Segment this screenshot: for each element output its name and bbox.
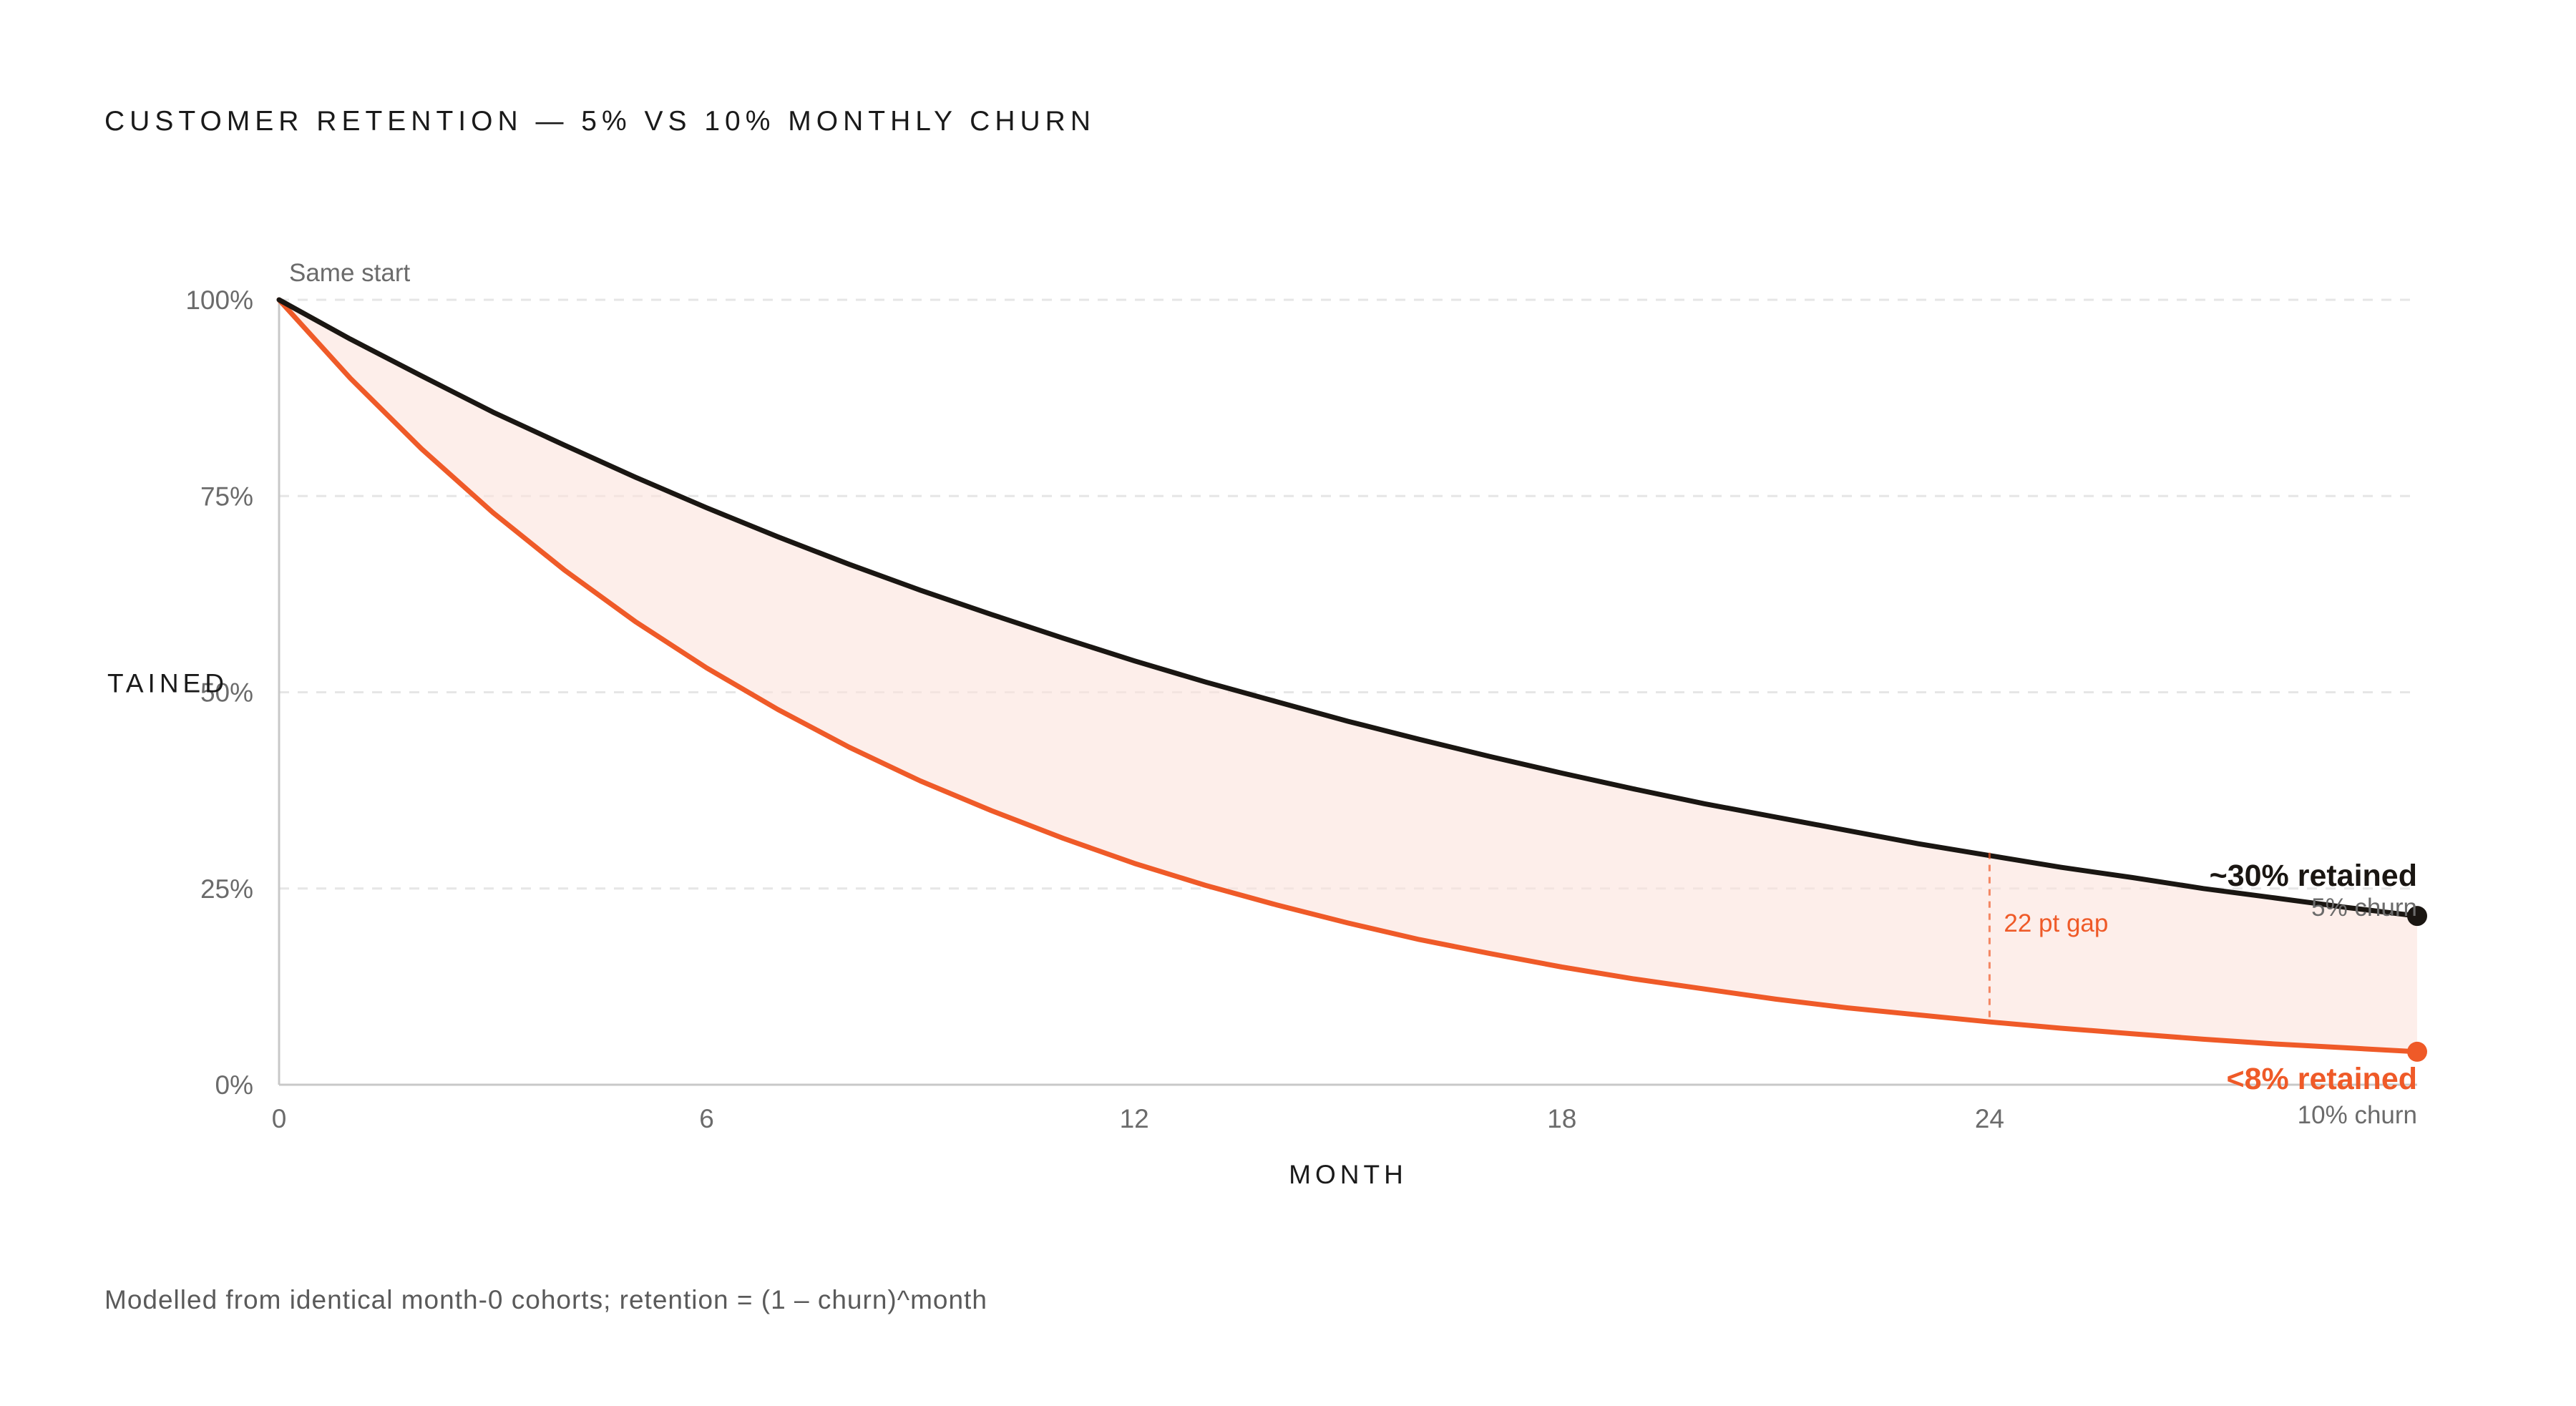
end-label-10pct-churn: <8% retained [2227,1062,2417,1096]
end-marker-5pct-churn [2407,906,2427,927]
x-tick-label: 12 [1120,1104,1149,1133]
gap-fill-area [279,300,2417,1052]
x-tick-label: 24 [1975,1104,2004,1133]
chart-title: CUSTOMER RETENTION — 5% VS 10% MONTHLY C… [104,106,1096,137]
annotation-same-start: Same start [289,259,410,287]
footnote: Modelled from identical month-0 cohorts;… [104,1285,987,1314]
series-line-5pct-churn [276,297,2420,919]
x-axis-title: MONTH [1289,1160,1407,1189]
x-tick-label: 0 [272,1104,287,1133]
y-tick-label: 100% [185,285,253,315]
y-tick-label: 75% [200,482,253,511]
x-tick-label: 6 [699,1104,714,1133]
y-tick-label: 50% [200,678,253,708]
y-axis-title: TAINED [107,669,228,698]
x-tick-label: 18 [1547,1104,1576,1133]
axes [278,300,2417,1086]
y-tick-label: 25% [200,874,253,904]
series-line-10pct-churn [276,297,2420,1055]
end-marker-10pct-churn [2407,1041,2427,1062]
tick-labels: 0% 25% 50% 75% 100% 0 6 12 18 24 MONTH TAINED [107,285,2004,1189]
end-label-5pct-churn: ~30% retained [2210,859,2417,893]
y-tick-label: 0% [215,1070,253,1100]
end-sublabel-5pct-churn: 5% churn [2311,894,2417,922]
annotation-gap: 22 pt gap [2004,909,2108,937]
series-lines [276,297,2427,1062]
gap-fill [279,300,2417,1052]
end-sublabel-10pct-churn: 10% churn [2298,1101,2417,1129]
